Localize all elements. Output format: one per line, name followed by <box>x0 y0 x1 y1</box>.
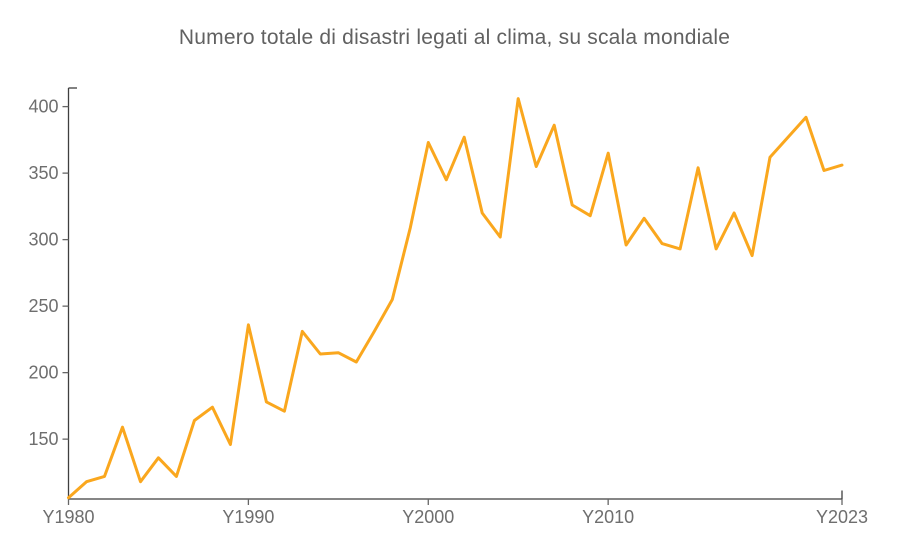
y-tick-label: 200 <box>28 363 58 383</box>
y-tick-label: 300 <box>28 230 58 250</box>
chart-title: Numero totale di disastri legati al clim… <box>178 26 731 49</box>
x-tick-label: Y1980 <box>42 507 94 527</box>
series-line[interactable] <box>67 97 844 500</box>
x-tick-label: Y1990 <box>222 507 274 527</box>
y-tick-label: 150 <box>28 429 58 449</box>
x-tick-label: Y2023 <box>816 507 868 527</box>
y-tick-label: 250 <box>28 296 58 316</box>
y-tick-label: 400 <box>28 97 58 117</box>
y-tick-label: 350 <box>28 163 58 183</box>
x-tick-label: Y2010 <box>582 507 634 527</box>
x-tick-label: Y2000 <box>402 507 454 527</box>
